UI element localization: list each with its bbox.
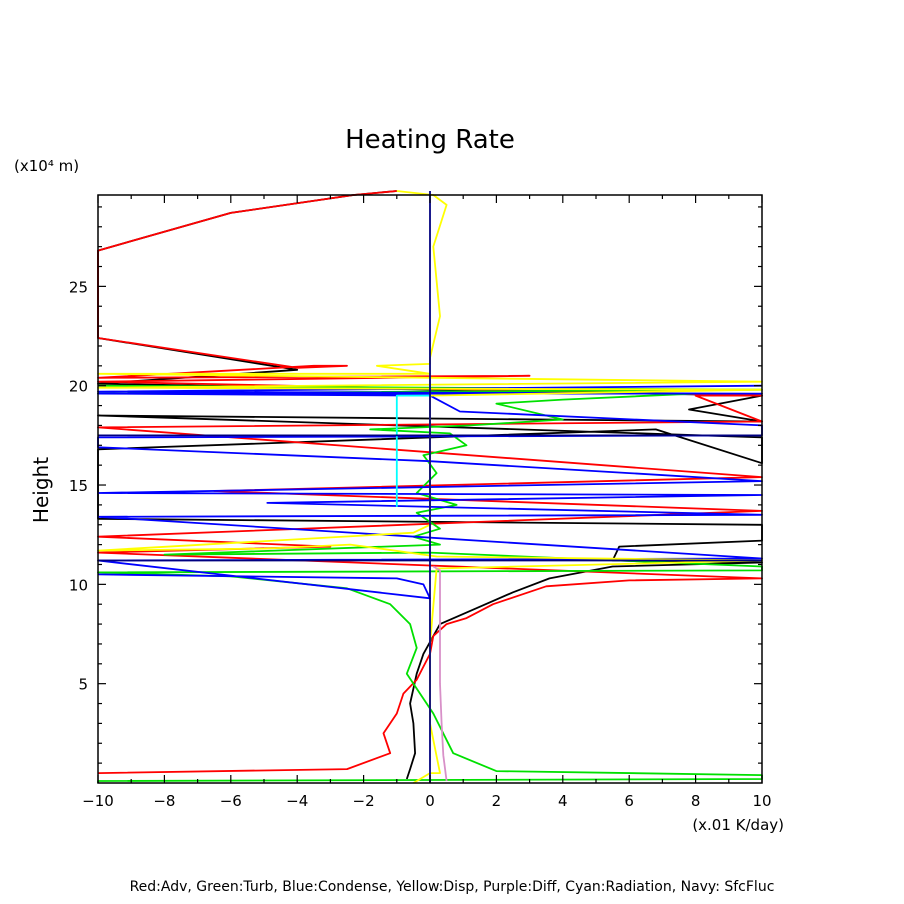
y-tick-label: 15: [69, 477, 88, 495]
x-tick-label: 2: [492, 792, 502, 810]
x-tick-label: −6: [220, 792, 242, 810]
y-tick-label: 25: [69, 278, 88, 296]
x-tick-label: 0: [425, 792, 435, 810]
y-tick-label: 20: [69, 378, 88, 396]
x-tick-label: 6: [624, 792, 634, 810]
y-axis-label: Height: [29, 457, 53, 523]
series-layer: [97, 190, 763, 784]
x-tick-label: 8: [691, 792, 701, 810]
plot-frame: [97, 194, 763, 784]
x-unit-label: (x.01 K/day): [692, 816, 784, 834]
x-tick-label: −10: [82, 792, 114, 810]
x-tick-label: 4: [558, 792, 568, 810]
series-line-3: [97, 384, 763, 600]
series-line-5: [432, 565, 448, 782]
legend-text: Red:Adv, Green:Turb, Blue:Condense, Yell…: [130, 879, 775, 895]
series-line-6: [395, 394, 430, 507]
x-tick-label: −4: [286, 792, 308, 810]
chart-title: Heating Rate: [345, 125, 515, 155]
x-tick-label: 10: [752, 792, 771, 810]
x-tick-label: −2: [353, 792, 375, 810]
series-line-2: [97, 384, 763, 783]
y-tick-label: 10: [69, 576, 88, 594]
ticks-layer: −10 −8 −6 −4 −2 0 2 4 6 8 10 5 10 15 20 25: [69, 195, 772, 810]
y-unit-label: (x10⁴ m): [14, 157, 79, 175]
y-tick-label: 5: [78, 676, 88, 694]
x-tick-label: −8: [153, 792, 175, 810]
